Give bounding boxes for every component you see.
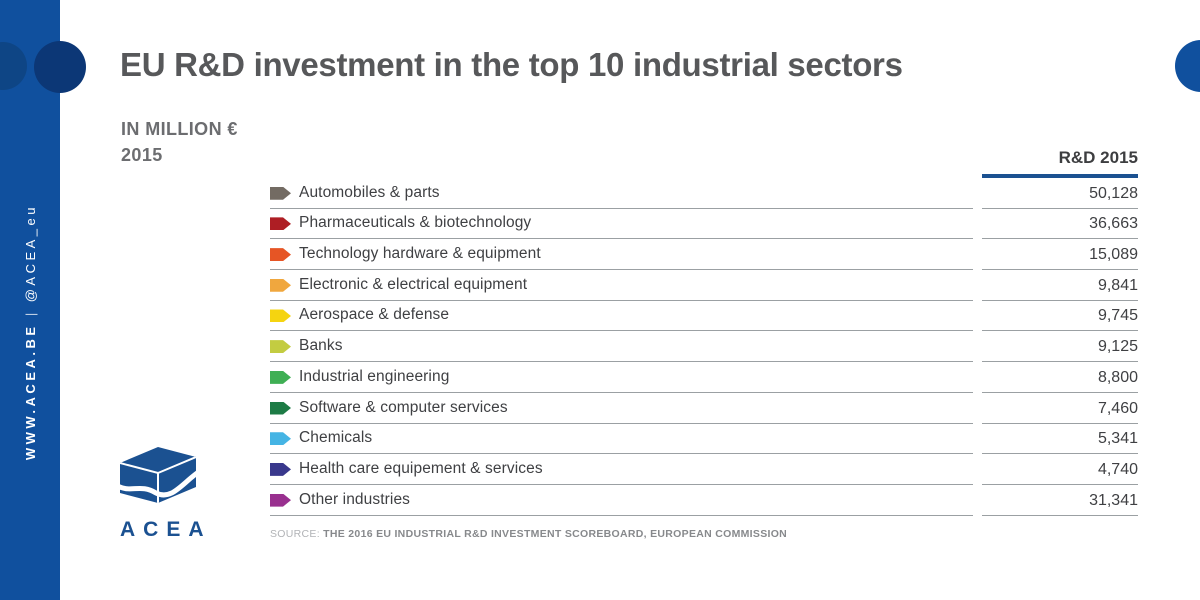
- table-row: Technology hardware & equipment 15,089: [270, 239, 1138, 271]
- table-row: Pharmaceuticals & biotechnology 36,663: [270, 209, 1138, 240]
- table-row: Electronic & electrical equipment 9,841: [270, 270, 1138, 301]
- sector-value: 7,460: [1097, 399, 1138, 417]
- sector-label: Health care equipement & services: [299, 459, 543, 477]
- sector-label-cell: Technology hardware & equipment: [270, 239, 973, 271]
- sector-value-cell: 36,663: [982, 209, 1138, 240]
- sector-value-cell: 7,460: [982, 393, 1138, 424]
- sector-bullet-icon: [270, 401, 291, 415]
- sectors-table: R&D 2015 Automobiles & parts 50,128 Phar…: [270, 148, 1138, 516]
- table-row: Aerospace & defense 9,745: [270, 301, 1138, 332]
- sector-value: 9,125: [1097, 338, 1138, 356]
- sector-bullet-icon: [270, 248, 291, 262]
- sector-value-cell: 8,800: [982, 362, 1138, 393]
- sector-label-cell: Automobiles & parts: [270, 178, 973, 209]
- decorative-circle-mid: [34, 41, 86, 93]
- table-row: Banks 9,125: [270, 331, 1138, 363]
- page-subtitle: IN MILLION € 2015: [121, 116, 238, 168]
- sector-label: Automobiles & parts: [299, 183, 440, 201]
- sector-value: 9,841: [1097, 276, 1138, 294]
- sector-label-cell: Banks: [270, 331, 973, 363]
- sector-label: Industrial engineering: [299, 367, 450, 385]
- sector-value: 4,740: [1097, 460, 1138, 478]
- sector-bullet-icon: [270, 462, 291, 476]
- sector-bullet-icon: [270, 432, 291, 446]
- sector-label: Electronic & electrical equipment: [299, 275, 528, 293]
- acea-logo-text: ACEA: [120, 518, 212, 541]
- sidebar-vertical-text: WWW.ACEA.BE | @ACEA_eu: [0, 204, 60, 460]
- sector-label-cell: Aerospace & defense: [270, 301, 973, 332]
- sector-value: 50,128: [1089, 184, 1138, 202]
- acea-logo-icon: [116, 441, 200, 513]
- sector-value-cell: 15,089: [982, 239, 1138, 271]
- sector-label-cell: Software & computer services: [270, 393, 973, 424]
- table-row: Other industries 31,341: [270, 485, 1138, 516]
- sector-value-cell: 4,740: [982, 454, 1138, 485]
- sector-value: 9,745: [1097, 307, 1138, 325]
- sector-bullet-icon: [270, 278, 291, 292]
- sector-label-cell: Electronic & electrical equipment: [270, 270, 973, 301]
- sector-value: 31,341: [1089, 491, 1138, 509]
- source-text: THE 2016 EU INDUSTRIAL R&D INVESTMENT SC…: [323, 528, 788, 540]
- source-prefix: SOURCE:: [270, 528, 320, 540]
- sector-label: Chemicals: [299, 429, 373, 447]
- sector-bullet-icon: [270, 340, 291, 354]
- sector-value: 5,341: [1097, 430, 1138, 448]
- separator: |: [22, 309, 38, 317]
- sector-label-cell: Pharmaceuticals & biotechnology: [270, 209, 973, 240]
- decorative-circle-right: [1175, 40, 1200, 92]
- sector-label-cell: Chemicals: [270, 424, 973, 455]
- sector-value-cell: 9,841: [982, 270, 1138, 301]
- page-title: EU R&D investment in the top 10 industri…: [120, 46, 903, 83]
- sector-value-cell: 5,341: [982, 424, 1138, 455]
- sector-value-cell: 31,341: [982, 485, 1138, 516]
- sector-value-cell: 9,125: [982, 331, 1138, 363]
- sector-label: Pharmaceuticals & biotechnology: [299, 214, 532, 232]
- sector-label-cell: Other industries: [270, 485, 973, 516]
- subtitle-year: 2015: [121, 145, 163, 166]
- table-row: Software & computer services 7,460: [270, 393, 1138, 424]
- sector-value: 36,663: [1089, 215, 1138, 233]
- sector-label-cell: Industrial engineering: [270, 362, 973, 393]
- table-row: Chemicals 5,341: [270, 424, 1138, 455]
- sector-value: 15,089: [1089, 246, 1138, 264]
- source-note: SOURCE: THE 2016 EU INDUSTRIAL R&D INVES…: [270, 528, 787, 540]
- table-rows: Automobiles & parts 50,128 Pharmaceutica…: [270, 178, 1138, 516]
- table-row: Industrial engineering 8,800: [270, 362, 1138, 393]
- sector-bullet-icon: [270, 186, 291, 200]
- table-row: Automobiles & parts 50,128: [270, 178, 1138, 209]
- sector-bullet-icon: [270, 370, 291, 384]
- value-column-header: R&D 2015: [982, 148, 1138, 178]
- left-brand-strip: [0, 0, 60, 600]
- sector-value-cell: 50,128: [982, 178, 1138, 209]
- sector-label: Software & computer services: [299, 398, 508, 416]
- sector-value: 8,800: [1097, 368, 1138, 386]
- sector-label: Banks: [299, 337, 343, 355]
- sector-label: Technology hardware & equipment: [299, 245, 541, 263]
- sector-label: Aerospace & defense: [299, 306, 450, 324]
- sector-value-cell: 9,745: [982, 301, 1138, 332]
- sector-label: Other industries: [299, 490, 411, 508]
- sector-label-cell: Health care equipement & services: [270, 454, 973, 485]
- twitter-handle: @ACEA_eu: [22, 203, 38, 303]
- table-row: Health care equipement & services 4,740: [270, 454, 1138, 485]
- sector-bullet-icon: [270, 309, 291, 323]
- sector-bullet-icon: [270, 217, 291, 231]
- table-header: R&D 2015: [270, 148, 1138, 178]
- sector-bullet-icon: [270, 493, 291, 507]
- website-url: WWW.ACEA.BE: [22, 323, 38, 460]
- subtitle-unit: IN MILLION €: [121, 119, 238, 139]
